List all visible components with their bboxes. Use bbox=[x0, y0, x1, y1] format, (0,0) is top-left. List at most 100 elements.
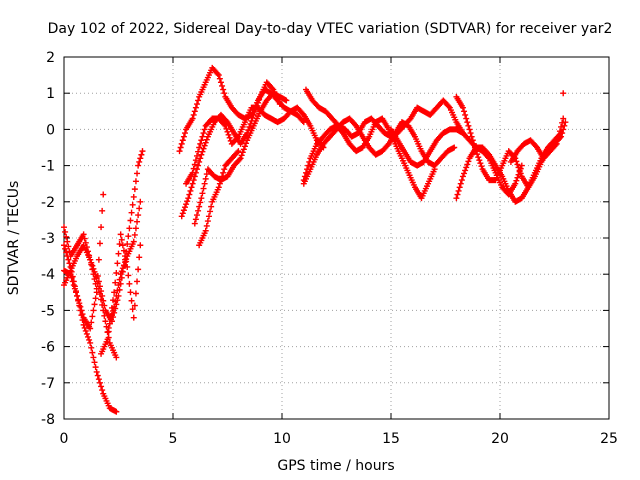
data-point bbox=[304, 166, 311, 173]
data-point bbox=[445, 103, 452, 110]
y-tick-label: -7 bbox=[41, 376, 55, 392]
data-point bbox=[113, 354, 120, 361]
data-point bbox=[75, 296, 82, 303]
data-point bbox=[95, 278, 102, 285]
data-point bbox=[127, 217, 134, 224]
data-point bbox=[216, 75, 223, 82]
data-point bbox=[221, 90, 228, 97]
data-point bbox=[135, 212, 142, 219]
data-point bbox=[237, 155, 244, 162]
data-point bbox=[99, 387, 106, 394]
data-point bbox=[475, 154, 482, 161]
data-point bbox=[127, 289, 134, 296]
data-point bbox=[301, 173, 308, 180]
data-point bbox=[514, 161, 521, 168]
x-tick-label: 25 bbox=[600, 431, 618, 447]
data-point bbox=[465, 158, 472, 165]
data-point bbox=[188, 184, 195, 191]
data-point bbox=[192, 104, 199, 111]
data-point bbox=[200, 185, 207, 192]
data-point bbox=[77, 303, 84, 310]
data-point bbox=[240, 146, 247, 153]
data-point bbox=[113, 408, 120, 415]
data-point bbox=[134, 278, 141, 285]
data-point bbox=[63, 249, 70, 256]
data-point bbox=[98, 383, 105, 390]
data-point bbox=[87, 339, 94, 346]
data-point bbox=[187, 187, 194, 194]
data-point bbox=[134, 170, 141, 177]
data-point bbox=[201, 142, 208, 149]
data-point bbox=[189, 180, 196, 187]
series-prn-l bbox=[196, 148, 242, 249]
data-point bbox=[464, 119, 471, 126]
data-point bbox=[177, 144, 184, 151]
data-point bbox=[199, 133, 206, 140]
data-point bbox=[106, 320, 113, 327]
data-point bbox=[461, 170, 468, 177]
data-point bbox=[120, 262, 127, 269]
data-point bbox=[561, 122, 568, 129]
data-point bbox=[302, 169, 309, 176]
x-tick-label: 20 bbox=[491, 431, 509, 447]
series-prn-c bbox=[61, 191, 107, 332]
data-point bbox=[98, 288, 105, 295]
data-point bbox=[192, 216, 199, 223]
data-point bbox=[92, 364, 99, 371]
data-point bbox=[137, 198, 144, 205]
data-point bbox=[195, 148, 202, 155]
data-point bbox=[191, 161, 198, 168]
data-point bbox=[67, 271, 74, 278]
data-point bbox=[451, 144, 458, 151]
data-point bbox=[226, 134, 233, 141]
data-point bbox=[220, 169, 227, 176]
data-point bbox=[197, 140, 204, 147]
series-prn-s bbox=[507, 115, 567, 165]
data-point bbox=[120, 247, 127, 254]
data-point bbox=[469, 137, 476, 144]
data-point bbox=[126, 280, 133, 287]
data-point bbox=[203, 171, 210, 178]
data-point bbox=[114, 287, 121, 294]
data-point bbox=[208, 203, 215, 210]
data-point bbox=[125, 233, 132, 240]
data-point bbox=[136, 158, 143, 165]
data-point bbox=[556, 128, 563, 135]
data-point bbox=[87, 325, 94, 332]
data-point bbox=[92, 280, 99, 287]
data-point bbox=[96, 379, 103, 386]
data-point bbox=[202, 227, 209, 234]
data-point bbox=[83, 244, 90, 251]
data-point bbox=[205, 213, 212, 220]
data-point bbox=[185, 195, 192, 202]
data-point bbox=[466, 126, 473, 133]
series-prn-k bbox=[191, 90, 290, 227]
data-point bbox=[67, 263, 74, 270]
data-point bbox=[69, 278, 76, 285]
data-point bbox=[181, 204, 188, 211]
data-point bbox=[66, 260, 73, 267]
data-point bbox=[116, 241, 123, 248]
data-point bbox=[199, 190, 206, 197]
data-point bbox=[196, 144, 203, 151]
data-point bbox=[463, 115, 470, 122]
data-point bbox=[114, 260, 121, 267]
data-point bbox=[88, 319, 95, 326]
data-point bbox=[553, 140, 560, 147]
data-point bbox=[560, 115, 567, 122]
data-point bbox=[464, 161, 471, 168]
data-point bbox=[195, 162, 202, 169]
data-point bbox=[559, 119, 566, 126]
data-point bbox=[86, 252, 93, 259]
data-point bbox=[201, 180, 208, 187]
data-point bbox=[117, 231, 124, 238]
data-point bbox=[68, 274, 75, 281]
data-point bbox=[453, 195, 460, 202]
data-point bbox=[184, 198, 191, 205]
data-point bbox=[90, 354, 97, 361]
data-point bbox=[137, 155, 144, 162]
data-point bbox=[338, 128, 345, 135]
data-point bbox=[90, 271, 97, 278]
data-point bbox=[465, 122, 472, 129]
data-point bbox=[132, 290, 139, 297]
